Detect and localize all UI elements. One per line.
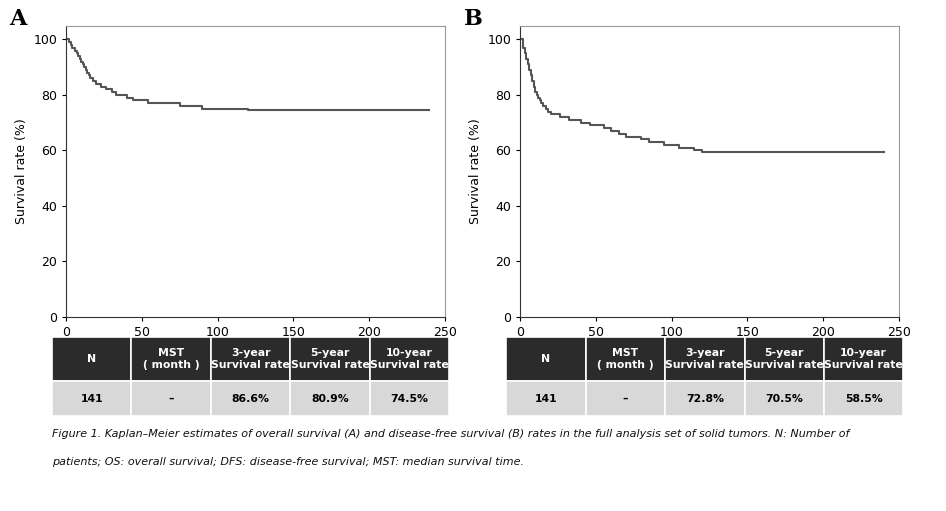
Text: 80.9%: 80.9% [311,393,349,404]
Text: 3-year
Survival rate: 3-year Survival rate [665,348,745,370]
Text: B: B [464,8,482,30]
X-axis label: OS (months): OS (months) [201,346,309,361]
Y-axis label: Survival rate (%): Survival rate (%) [469,119,482,224]
Text: Figure 1. Kaplan–Meier estimates of overall survival (A) and disease-free surviv: Figure 1. Kaplan–Meier estimates of over… [52,429,850,439]
Text: 70.5%: 70.5% [765,393,803,404]
Text: N: N [87,354,96,364]
Text: 141: 141 [534,393,557,404]
Text: 74.5%: 74.5% [391,393,429,404]
Text: 58.5%: 58.5% [845,393,883,404]
Text: 141: 141 [80,393,103,404]
Text: 5-year
Survival rate: 5-year Survival rate [745,348,824,370]
X-axis label: DFS (months): DFS (months) [651,346,768,361]
Text: 86.6%: 86.6% [232,393,270,404]
Text: A: A [9,8,26,30]
Text: –: – [168,393,174,404]
Text: 72.8%: 72.8% [686,393,724,404]
Text: 3-year
Survival rate: 3-year Survival rate [211,348,290,370]
Text: –: – [622,393,628,404]
Text: 10-year
Survival rate: 10-year Survival rate [824,348,903,370]
Text: MST
( month ): MST ( month ) [597,348,654,370]
Text: patients; OS: overall survival; DFS: disease-free survival; MST: median survival: patients; OS: overall survival; DFS: dis… [52,457,524,468]
Y-axis label: Survival rate (%): Survival rate (%) [15,119,27,224]
Text: 10-year
Survival rate: 10-year Survival rate [370,348,449,370]
Text: MST
( month ): MST ( month ) [143,348,200,370]
Text: N: N [541,354,551,364]
Text: 5-year
Survival rate: 5-year Survival rate [290,348,370,370]
